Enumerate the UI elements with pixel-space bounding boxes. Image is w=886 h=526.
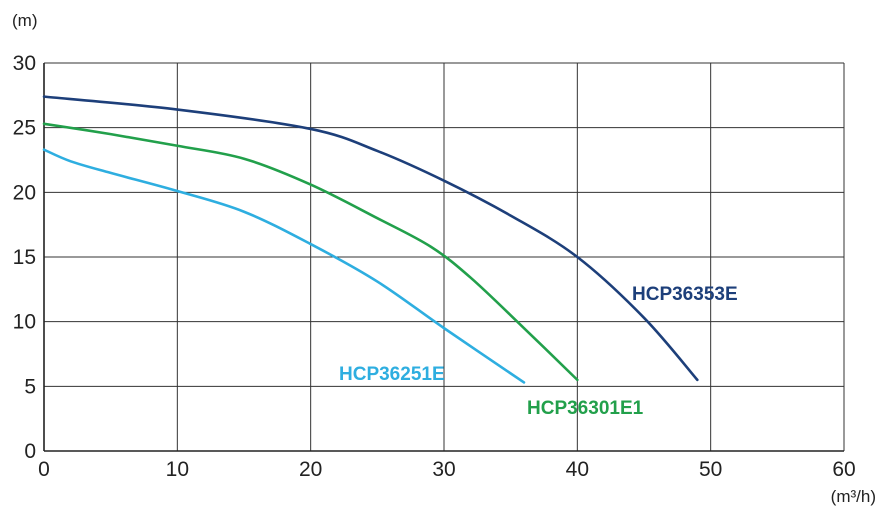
y-tick-label: 20 — [13, 181, 36, 204]
y-tick-label: 10 — [13, 311, 36, 334]
x-tick-label: 30 — [432, 458, 455, 481]
y-tick-label: 30 — [13, 52, 36, 75]
series-label-hcp36251e: HCP36251E — [339, 364, 445, 385]
x-tick-label: 40 — [566, 458, 589, 481]
y-axis-unit: (m) — [12, 11, 37, 30]
x-tick-label: 0 — [38, 458, 50, 481]
series-line-hcp36251e — [42, 148, 526, 384]
tick-labels: 0 10 20 30 40 50 60 0 5 10 15 20 25 30 — [13, 52, 856, 481]
series-line-hcp36301e1 — [42, 122, 579, 382]
y-tick-label: 0 — [24, 440, 36, 463]
x-tick-label: 60 — [832, 458, 855, 481]
y-tick-label: 5 — [24, 375, 36, 398]
x-tick-label: 20 — [299, 458, 322, 481]
x-tick-label: 10 — [166, 458, 189, 481]
curves — [42, 95, 699, 384]
series-line-hcp36353e — [42, 95, 699, 382]
x-tick-label: 50 — [699, 458, 722, 481]
series-label-hcp36353e: HCP36353E — [632, 284, 738, 305]
x-axis-unit: (m³/h) — [831, 487, 876, 506]
grid — [43, 62, 845, 452]
y-tick-label: 15 — [13, 246, 36, 269]
series-label-hcp36301e1: HCP36301E1 — [527, 398, 644, 419]
y-tick-label: 25 — [13, 117, 36, 140]
